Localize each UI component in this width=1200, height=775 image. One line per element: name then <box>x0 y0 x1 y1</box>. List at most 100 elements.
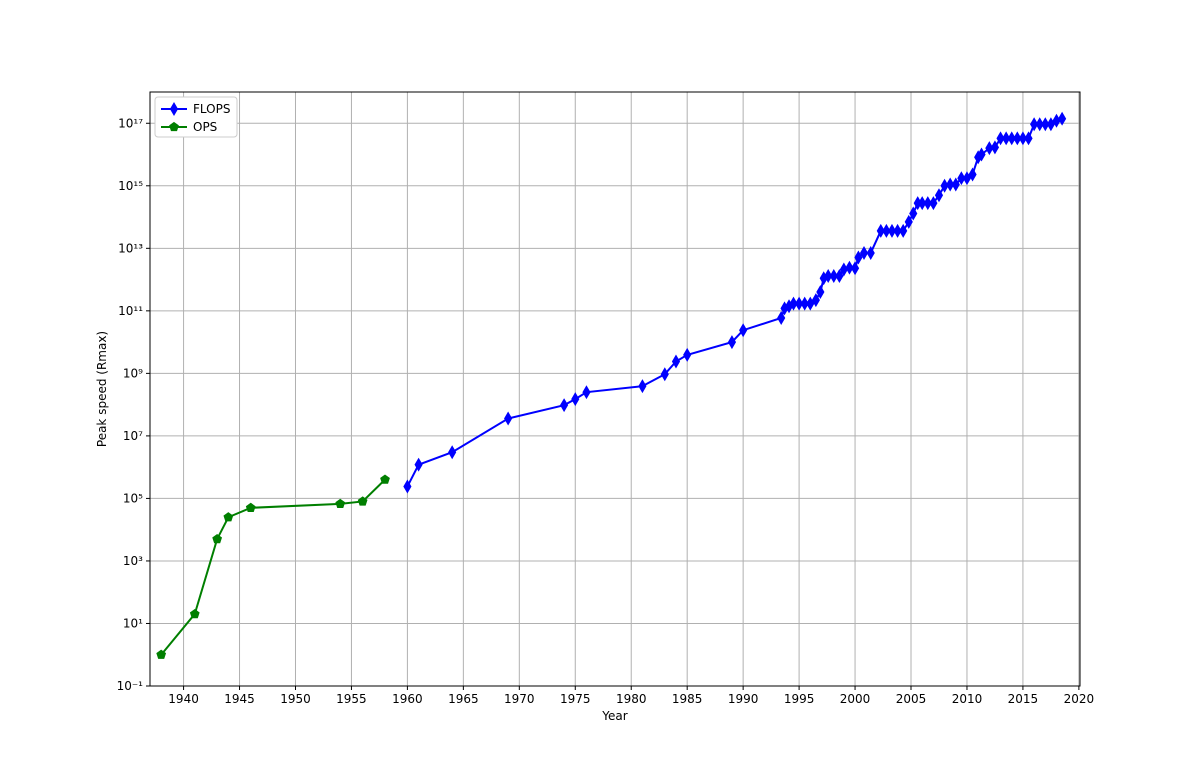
x-tick-label: 1990 <box>728 692 759 706</box>
x-axis-label: Year <box>601 709 627 723</box>
y-tick-label: 10⁻¹ <box>117 679 144 693</box>
data-point <box>739 323 748 338</box>
data-point <box>1041 117 1050 132</box>
x-tick-label: 2005 <box>896 692 927 706</box>
data-point <box>357 496 368 506</box>
y-tick-label: 10¹³ <box>118 241 143 255</box>
data-point <box>727 335 737 350</box>
data-point <box>882 223 891 238</box>
y-tick-label: 10⁹ <box>123 366 143 380</box>
data-point <box>962 171 972 186</box>
data-point <box>899 223 908 238</box>
data-point <box>845 260 854 275</box>
y-tick-label: 10¹ <box>123 616 143 630</box>
data-point <box>660 367 669 382</box>
x-tick-label: 2010 <box>952 692 983 706</box>
data-point <box>189 608 200 619</box>
x-tick-label: 2015 <box>1008 692 1039 706</box>
legend-marker <box>169 121 179 132</box>
data-point <box>800 296 809 311</box>
data-point <box>560 398 569 413</box>
data-point <box>806 296 815 311</box>
data-point <box>671 354 681 369</box>
data-point <box>414 457 423 472</box>
data-point <box>582 385 591 400</box>
data-point <box>909 206 918 221</box>
data-point <box>212 533 223 544</box>
data-point <box>156 649 167 659</box>
x-tick-label: 1945 <box>224 692 255 706</box>
data-point <box>893 223 902 238</box>
data-point <box>789 296 798 311</box>
data-point <box>335 498 346 508</box>
plot-frame <box>149 91 1081 687</box>
legend-label: OPS <box>193 120 217 134</box>
x-tick-label: 1970 <box>504 692 535 706</box>
data-point <box>850 261 860 276</box>
data-point <box>403 479 412 494</box>
data-point <box>1007 131 1016 146</box>
data-point <box>1046 117 1055 132</box>
data-point <box>835 269 844 284</box>
data-point <box>876 223 885 238</box>
x-tick-label: 1955 <box>336 692 367 706</box>
data-point <box>1058 111 1067 126</box>
y-axis-label: Peak speed (Rmax) <box>95 331 109 447</box>
data-point <box>777 311 786 325</box>
x-tick-label: 1975 <box>560 692 591 706</box>
data-point <box>245 502 256 512</box>
data-point <box>977 147 986 162</box>
data-point <box>795 296 804 311</box>
data-point <box>638 379 647 394</box>
data-point <box>223 512 234 522</box>
x-tick-label: 1995 <box>784 692 815 706</box>
y-tick-label: 10¹¹ <box>118 304 143 318</box>
data-point <box>829 269 838 284</box>
data-point <box>996 131 1005 146</box>
data-point <box>957 171 966 186</box>
x-tick-label: 1985 <box>672 692 703 706</box>
data-point <box>859 245 869 260</box>
x-tick-label: 2020 <box>1064 692 1095 706</box>
data-point <box>1002 131 1011 146</box>
data-point <box>1013 131 1022 146</box>
data-point <box>1024 131 1033 146</box>
data-point <box>816 285 825 300</box>
legend-label: FLOPS <box>193 102 230 116</box>
data-point <box>824 269 833 284</box>
series-line <box>406 117 1063 487</box>
data-point <box>1035 117 1044 132</box>
data-point <box>923 196 932 211</box>
y-tick-label: 10¹⁷ <box>118 116 143 130</box>
data-point <box>448 445 457 460</box>
y-tick-label: 10⁷ <box>123 429 143 443</box>
x-tick-label: 2000 <box>840 692 871 706</box>
data-point <box>504 411 513 426</box>
y-tick-label: 10¹⁵ <box>118 179 143 193</box>
x-tick-label: 1960 <box>392 692 423 706</box>
x-tick-label: 1980 <box>616 692 647 706</box>
x-tick-label: 1950 <box>280 692 311 706</box>
data-point <box>1018 131 1028 146</box>
data-point <box>990 140 1000 155</box>
data-point <box>951 177 960 192</box>
data-point <box>918 196 927 211</box>
data-point <box>946 177 955 192</box>
data-point <box>887 223 897 238</box>
y-tick-label: 10³ <box>123 554 143 568</box>
y-tick-label: 10⁵ <box>123 491 143 505</box>
x-tick-label: 1965 <box>448 692 479 706</box>
x-tick-label: 1940 <box>168 692 199 706</box>
data-point <box>866 245 875 260</box>
data-point <box>904 214 913 229</box>
data-point <box>1030 117 1039 132</box>
data-point <box>811 293 820 308</box>
legend-marker <box>169 102 179 116</box>
data-point <box>571 392 580 407</box>
data-point <box>934 188 944 203</box>
data-point <box>968 167 977 182</box>
data-point <box>929 196 938 211</box>
data-point <box>683 347 692 362</box>
